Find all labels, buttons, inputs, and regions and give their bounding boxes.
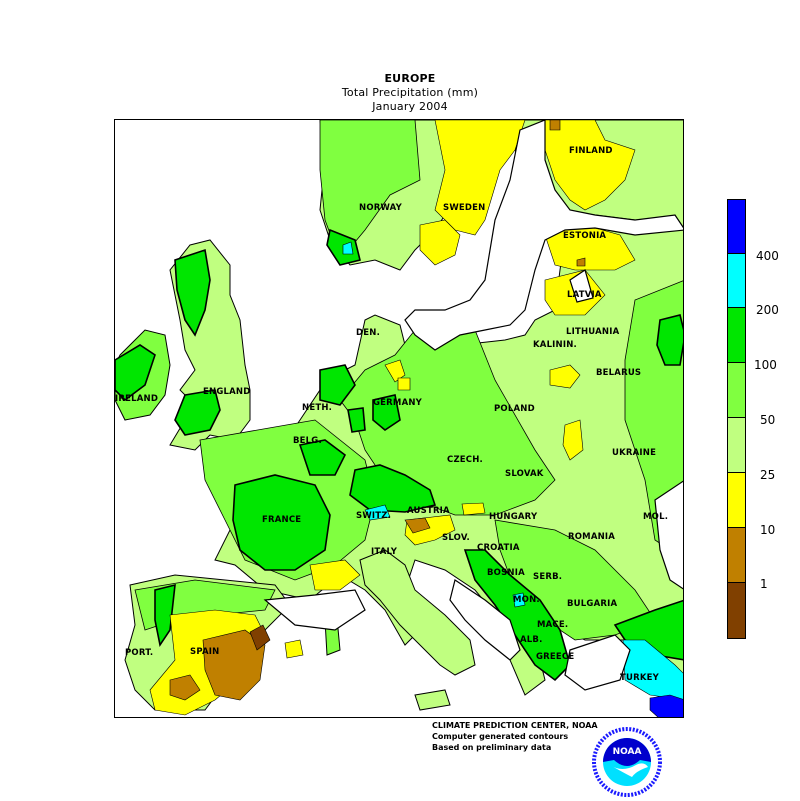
label-turkey: TURKEY [620, 673, 659, 683]
label-france: FRANCE [262, 515, 302, 525]
label-hungary: HUNGARY [489, 512, 538, 522]
label-ukraine: UKRAINE [612, 448, 657, 458]
label-slovenia: SLOV. [442, 533, 470, 543]
label-spain: SPAIN [190, 647, 220, 657]
label-czech: CZECH. [447, 455, 483, 465]
legend-swatch-above-400 [727, 199, 746, 254]
label-croatia: CROATIA [477, 543, 520, 553]
legend-swatch-10-25 [727, 472, 746, 528]
credits-block: CLIMATE PREDICTION CENTER, NOAA Computer… [432, 720, 598, 753]
label-estonia: ESTONIA [563, 231, 607, 241]
label-norway: NORWAY [359, 203, 402, 213]
noaa-logo: NOAA [592, 727, 662, 797]
label-portugal: PORT. [125, 648, 154, 658]
label-switzerland: SWITZ. [356, 511, 392, 521]
legend-tick-200: 200 [756, 303, 779, 317]
credit-data-note: Based on preliminary data [432, 743, 552, 752]
label-bulgaria: BULGARIA [567, 599, 618, 609]
label-montenegro: MON. [513, 595, 540, 605]
label-denmark: DEN. [356, 328, 381, 338]
legend-tick-25: 25 [760, 468, 776, 482]
label-bosnia: BOSNIA [487, 568, 525, 578]
label-sweden: SWEDEN [443, 203, 486, 213]
label-slovakia: SLOVAK [505, 469, 544, 479]
legend-swatch-200-400 [727, 253, 746, 308]
label-italy: ITALY [371, 547, 398, 557]
noaa-emblem-icon: NOAA [592, 727, 662, 797]
legend-tick-100: 100 [754, 358, 777, 372]
zone-1-10 [169, 120, 586, 701]
label-belgium: BELG. [293, 436, 322, 446]
legend-tick-1: 1 [760, 577, 768, 591]
label-albania: ALB. [520, 635, 543, 645]
legend-swatch-50-100 [727, 362, 746, 418]
label-england: ENGLAND [203, 387, 251, 397]
label-netherlands: NETH. [302, 403, 333, 413]
map-title-period: January 2004 [372, 100, 448, 113]
legend-tick-400: 400 [756, 249, 779, 263]
label-greece: GREECE [536, 652, 575, 662]
label-moldova: MOL. [643, 512, 669, 522]
label-ireland: IRELAND [115, 394, 159, 404]
legend-swatch-1-10 [727, 527, 746, 583]
map-title-block: EUROPE Total Precipitation (mm) January … [300, 72, 520, 114]
label-finland: FINLAND [569, 146, 613, 156]
legend-tick-50: 50 [760, 413, 776, 427]
label-austria: AUSTRIA [407, 506, 450, 516]
noaa-logo-text: NOAA [613, 747, 642, 757]
precipitation-map: FINLAND NORWAY SWEDEN ESTONIA LATVIA LIT… [114, 119, 684, 718]
label-romania: ROMANIA [568, 532, 616, 542]
zone-200-400 [342, 241, 683, 701]
legend-swatch-100-200 [727, 307, 746, 363]
label-lithuania: LITHUANIA [566, 327, 620, 337]
credit-source: CLIMATE PREDICTION CENTER, NOAA [432, 721, 598, 730]
legend-swatch-25-50 [727, 417, 746, 473]
zone-below-1 [249, 624, 271, 651]
legend-tick-10: 10 [760, 523, 776, 537]
label-serbia: SERB. [533, 572, 563, 582]
label-kaliningrad: KALININ. [533, 340, 577, 350]
credit-method: Computer generated contours [432, 732, 569, 741]
label-macedonia: MACE. [537, 620, 569, 630]
map-title-variable: Total Precipitation (mm) [341, 86, 479, 99]
legend-swatch-below-1 [727, 582, 746, 639]
map-title-region: EUROPE [384, 72, 436, 85]
label-latvia: LATVIA [567, 290, 602, 300]
map-canvas [115, 120, 683, 717]
label-germany: GERMANY [373, 398, 423, 408]
sea-areas [263, 120, 683, 691]
zone-above-400 [649, 694, 683, 717]
label-belarus: BELARUS [596, 368, 642, 378]
label-poland: POLAND [494, 404, 535, 414]
